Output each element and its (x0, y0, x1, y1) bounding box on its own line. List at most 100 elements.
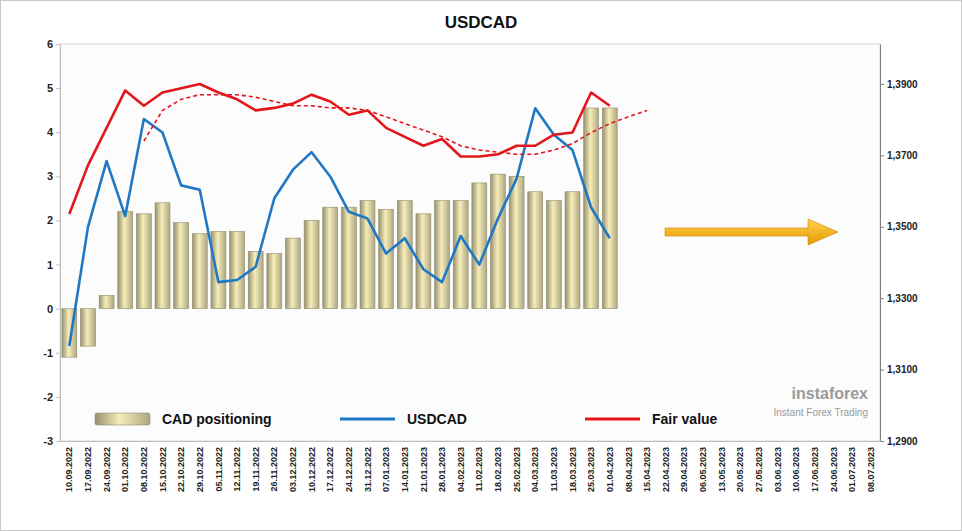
y-tick: 4 (47, 126, 60, 138)
x-axis: 10.09.202217.09.202224.09.202201.10.2022… (61, 442, 881, 493)
x-tick-label: 14.01.2023 (400, 447, 410, 492)
y2-tick: 1,3500 (880, 221, 918, 232)
x-tick: 22.10.2022 (176, 447, 186, 492)
marks (62, 84, 647, 357)
legend-label: Fair value (652, 411, 718, 427)
x-tick-label: 04.02.2023 (456, 447, 466, 492)
watermark: instaforexInstant Forex Trading (774, 385, 869, 418)
legend: CAD positioning USDCAD Fair value (95, 411, 718, 427)
bar (248, 251, 263, 308)
x-tick-label: 11.02.2023 (474, 447, 484, 492)
x-tick: 15.04.2023 (642, 447, 652, 492)
y-tick: 5 (47, 82, 60, 94)
x-tick-label: 01.10.2022 (120, 447, 130, 492)
y2-tick-label: 1,3300 (887, 293, 918, 304)
y2-tick-mark (880, 441, 884, 442)
x-tick-label: 24.06.2023 (829, 447, 839, 492)
y-tick-mark (56, 44, 60, 45)
bar (397, 201, 412, 309)
line-series (69, 108, 609, 346)
bar (192, 234, 207, 309)
x-tick-label: 27.05.2023 (754, 447, 764, 492)
x-tick-label: 31.12.2022 (363, 447, 373, 492)
y2-tick-mark (880, 155, 884, 156)
y-tick-mark (56, 353, 60, 354)
x-tick: 15.10.2022 (158, 447, 168, 492)
y-tick-label: 3 (47, 170, 53, 182)
watermark-text: instaforex (792, 385, 869, 402)
legend-item: USDCAD (340, 411, 467, 427)
y-tick-mark (56, 220, 60, 221)
x-tick: 10.12.2022 (307, 447, 317, 492)
y-tick: -2 (43, 391, 60, 403)
x-tick-label: 04.03.2023 (530, 447, 540, 492)
bar (491, 174, 506, 309)
x-tick: 05.11.2022 (214, 447, 224, 492)
x-tick: 10.06.2023 (791, 447, 801, 492)
x-tick-label: 29.10.2022 (195, 447, 205, 492)
chart-svg: -3-2-101234561,29001,31001,33001,35001,3… (0, 0, 962, 531)
x-tick-label: 08.10.2022 (139, 447, 149, 492)
bar (565, 192, 580, 309)
y-tick-label: -2 (43, 391, 53, 403)
x-tick-label: 01.04.2023 (605, 447, 615, 492)
y2-tick-label: 1,3700 (887, 150, 918, 161)
x-tick: 18.03.2023 (568, 447, 578, 492)
y-tick: 2 (47, 214, 60, 226)
legend-label: USDCAD (407, 411, 467, 427)
x-tick: 19.11.2022 (251, 447, 261, 492)
x-tick: 17.06.2023 (810, 447, 820, 492)
x-tick-label: 20.05.2023 (735, 447, 745, 492)
x-tick: 24.12.2022 (344, 447, 354, 492)
x-tick-label: 08.04.2023 (624, 447, 634, 492)
y-tick-label: -3 (43, 435, 53, 447)
y-tick-label: 1 (47, 259, 53, 271)
x-tick-label: 17.12.2022 (325, 447, 335, 492)
y-tick-mark (56, 441, 60, 442)
y2-axis: 1,29001,31001,33001,35001,37001,3900 (880, 45, 918, 447)
x-tick-label: 03.12.2022 (288, 447, 298, 492)
x-tick-label: 28.01.2023 (437, 447, 447, 492)
x-tick-label: 19.11.2022 (251, 447, 261, 492)
x-tick: 31.12.2022 (363, 447, 373, 492)
x-tick: 22.04.2023 (661, 447, 671, 492)
x-tick: 25.02.2023 (512, 447, 522, 492)
x-tick-label: 12.11.2022 (232, 447, 242, 492)
y-tick-mark (56, 176, 60, 177)
y-tick: 3 (47, 170, 60, 182)
x-tick-label: 08.07.2023 (866, 447, 876, 492)
x-tick-label: 25.02.2023 (512, 447, 522, 492)
y2-tick-label: 1,2900 (887, 436, 918, 447)
x-tick-label: 21.01.2023 (419, 447, 429, 492)
bar (323, 207, 338, 308)
x-tick: 08.07.2023 (866, 447, 876, 492)
y-tick-label: 0 (47, 303, 53, 315)
bar (341, 207, 356, 308)
x-tick: 12.11.2022 (232, 447, 242, 492)
y-tick-label: -1 (43, 347, 53, 359)
x-tick-label: 10.06.2023 (791, 447, 801, 492)
x-tick-label: 07.01.2023 (381, 447, 391, 492)
x-tick-label: 18.03.2023 (568, 447, 578, 492)
x-tick: 06.05.2023 (698, 447, 708, 492)
x-tick: 01.07.2023 (847, 447, 857, 492)
x-tick: 08.10.2022 (139, 447, 149, 492)
plot-area (60, 44, 880, 441)
bar (453, 201, 468, 309)
legend-item: CAD positioning (95, 411, 272, 427)
x-tick: 08.04.2023 (624, 447, 634, 492)
x-tick: 13.05.2023 (717, 447, 727, 492)
y-axis: -3-2-10123456 (43, 38, 60, 447)
y2-tick: 1,3900 (880, 79, 918, 90)
bar (136, 214, 151, 309)
x-tick-label: 06.05.2023 (698, 447, 708, 492)
x-tick-label: 10.12.2022 (307, 447, 317, 492)
x-tick: 07.01.2023 (381, 447, 391, 492)
line-series (144, 95, 647, 155)
bar (509, 176, 524, 308)
bar (174, 223, 189, 309)
x-tick: 10.09.2022 (64, 447, 74, 492)
x-tick-label: 10.09.2022 (64, 447, 74, 492)
chart-container: -3-2-101234561,29001,31001,33001,35001,3… (0, 0, 962, 531)
x-tick: 01.04.2023 (605, 447, 615, 492)
